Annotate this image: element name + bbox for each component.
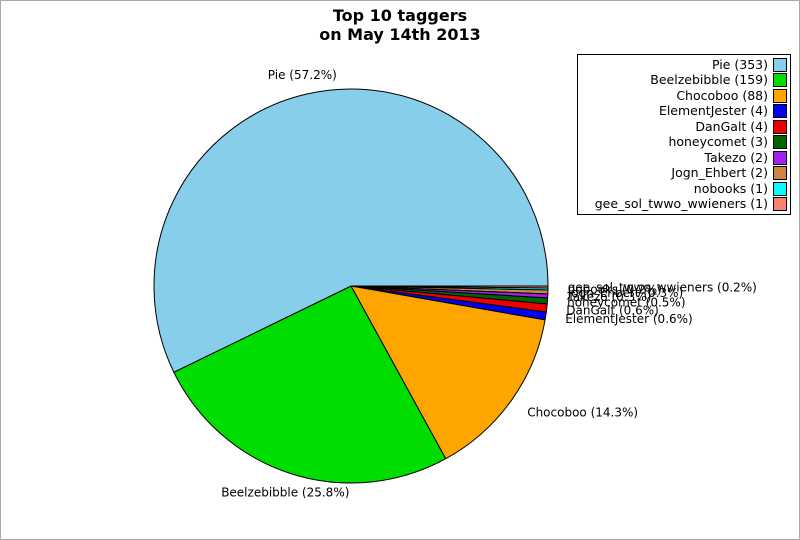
legend-swatch — [773, 88, 787, 103]
legend-label: Chocoboo (88) — [676, 87, 768, 103]
slice-label-Pie: Pie (57.2%) — [268, 68, 337, 82]
legend-swatch — [773, 73, 787, 88]
legend-label: gee_sol_twwo_wwieners (1) — [594, 196, 768, 211]
slice-label-Takezo: Takezo (0.3%) — [566, 290, 651, 304]
legend-item-Pie: Pie (353) — [578, 57, 790, 73]
legend-swatch — [773, 197, 787, 212]
legend-item-Beelzebibble: Beelzebibble (159) — [578, 73, 790, 89]
legend-swatch — [773, 119, 787, 134]
slice-label-gee_sol_twwo_wwieners: gee_sol_twwo_wwieners (0.2%) — [568, 280, 757, 294]
pie-slice-Beelzebibble — [173, 285, 447, 484]
legend-label: DanGalt (4) — [695, 118, 768, 134]
legend-label: Pie (353) — [711, 56, 768, 72]
legend-swatch — [773, 181, 787, 196]
legend-swatch — [773, 166, 787, 181]
legend-label: ElementJester (4) — [658, 103, 768, 118]
legend-item-DanGalt: DanGalt (4) — [578, 119, 790, 135]
legend-label: Jogn_Ehbert (2) — [671, 165, 768, 180]
legend-swatch — [773, 150, 787, 165]
slice-label-DanGalt: DanGalt (0.6%) — [566, 303, 659, 317]
slice-label-ElementJester: ElementJester (0.6%) — [565, 312, 693, 326]
legend-item-Takezo: Takezo (2) — [578, 150, 790, 166]
legend-label: nobooks (1) — [693, 180, 768, 196]
slice-label-honeycomet: honeycomet (0.5%) — [567, 296, 685, 310]
legend-swatch — [773, 104, 787, 119]
legend-item-gee_sol_twwo_wwieners: gee_sol_twwo_wwieners (1) — [578, 197, 790, 213]
slice-label-Jogn_Ehbert: Jogn_Ehbert (0.3%) — [567, 286, 684, 300]
legend-item-Jogn_Ehbert: Jogn_Ehbert (2) — [578, 166, 790, 182]
pie-slice-Chocoboo — [350, 285, 546, 460]
legend: Pie (353) Beelzebibble (159) Chocoboo (88)… — [577, 54, 791, 215]
pie-slice-Pie — [153, 88, 549, 373]
legend-item-ElementJester: ElementJester (4) — [578, 104, 790, 120]
legend-label: honeycomet (3) — [668, 134, 768, 149]
chart-title: Top 10 taggers on May 14th 2013 — [1, 6, 799, 44]
legend-swatch — [773, 135, 787, 150]
legend-item-honeycomet: honeycomet (3) — [578, 135, 790, 151]
legend-item-nobooks: nobooks (1) — [578, 181, 790, 197]
slice-label-Beelzebibble: Beelzebibble (25.8%) — [221, 486, 349, 500]
legend-label: Takezo (2) — [704, 149, 768, 165]
legend-swatch — [773, 57, 787, 72]
slice-label-Chocoboo: Chocoboo (14.3%) — [527, 405, 638, 419]
slice-label-nobooks: nobooks (0.2%) — [568, 283, 662, 297]
chart-title-line2: on May 14th 2013 — [319, 25, 481, 44]
chart-title-line1: Top 10 taggers — [332, 6, 468, 25]
legend-item-Chocoboo: Chocoboo (88) — [578, 88, 790, 104]
legend-label: Beelzebibble (159) — [650, 72, 768, 87]
